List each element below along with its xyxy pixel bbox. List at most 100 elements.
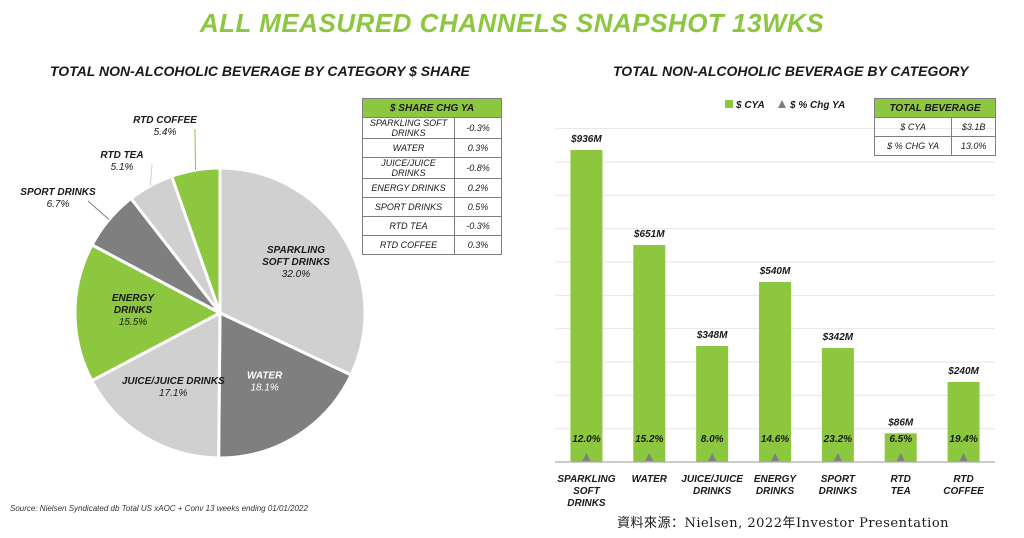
share-table-category: SPARKLING SOFT DRINKS	[362, 117, 455, 139]
total-table-metric: $ CYA	[873, 117, 953, 137]
x-tick-label: DRINKS	[693, 486, 732, 497]
pie-slice-value: 15.5%	[119, 317, 147, 328]
x-tick-label: RTD	[953, 474, 973, 485]
total-table-metric: $ % CHG YA	[873, 136, 953, 156]
x-tick-label: SPARKLING	[557, 474, 615, 485]
share-table-category: RTD TEA	[362, 216, 455, 236]
pct-change-marker	[896, 453, 905, 461]
share-change-table: $ SHARE CHG YA SPARKLING SOFT DRINKS -0.3…	[362, 98, 502, 255]
share-table-row: SPARKLING SOFT DRINKS -0.3%	[362, 117, 502, 139]
x-tick-label: RTD	[891, 474, 911, 485]
pie-slice	[169, 166, 222, 314]
pie-slice-label: WATER	[247, 370, 283, 381]
pie-slice-value: 32.0%	[282, 269, 310, 280]
pie-slice	[89, 310, 222, 460]
x-tick-label: JUICE/JUICE	[681, 474, 743, 485]
pct-change-marker	[833, 453, 842, 461]
pie-chart-title: TOTAL NON-ALCOHOLIC BEVERAGE BY CATEGORY…	[50, 63, 470, 79]
legend-label: $ CYA	[735, 100, 765, 111]
total-table-row: $ CYA $3.1B	[873, 117, 996, 137]
pie-slice-label: SOFT DRINKS	[262, 257, 330, 268]
bar-legend: $ CYA $ % Chg YA	[725, 100, 845, 111]
pie-slice-label: JUICE/JUICE DRINKS	[122, 376, 225, 387]
pie-slice-value: 5.4%	[154, 127, 177, 138]
pie-slice-value: 6.7%	[47, 199, 70, 210]
bar	[821, 348, 854, 462]
x-tick-label: DRINKS	[567, 498, 606, 509]
share-table-header: $ SHARE CHG YA	[362, 98, 502, 118]
pie-slice-label: RTD TEA	[100, 150, 143, 161]
share-table-value: 0.2%	[454, 178, 502, 198]
total-table-value: $3.1B	[951, 117, 996, 137]
x-tick-label: ENERGY	[754, 474, 798, 485]
pie-slice	[218, 166, 367, 377]
pie-leader-line	[149, 163, 153, 186]
legend-square-marker	[725, 100, 733, 108]
share-table-value: 0.3%	[454, 235, 502, 255]
pct-change-marker	[771, 453, 779, 461]
share-table-row: RTD COFFEE 0.3%	[362, 235, 502, 255]
pie-slice-label: SPORT DRINKS	[20, 187, 96, 198]
bar-value-label: $342M	[822, 332, 854, 343]
pie-leader-line	[87, 200, 110, 220]
x-tick-label: SPORT	[821, 474, 856, 485]
share-table-row: WATER 0.3%	[362, 138, 502, 158]
pct-change-marker	[582, 453, 591, 461]
bar-value-label: $348M	[696, 330, 728, 341]
pct-change-marker	[959, 453, 968, 461]
bar-value-label: $86M	[887, 417, 914, 428]
bar	[570, 150, 603, 462]
share-table-row: JUICE/JUICE DRINKS -0.8%	[362, 157, 502, 179]
pct-change-label: 6.5%	[889, 434, 912, 445]
pie-slice	[73, 242, 224, 383]
total-table-value: 13.0%	[951, 136, 996, 156]
legend-triangle-marker	[778, 100, 786, 108]
share-table-value: -0.3%	[454, 117, 502, 139]
share-table-category: ENERGY DRINKS	[362, 178, 455, 198]
pct-change-marker	[708, 453, 717, 461]
pct-change-label: 14.6%	[761, 434, 789, 445]
bar-value-label: $540M	[759, 266, 791, 277]
pct-change-label: 8.0%	[701, 434, 724, 445]
x-tick-label: TEA	[891, 486, 911, 497]
bar-value-label: $240M	[947, 366, 979, 377]
source-note: Source: Nielsen Syndicated db Total US x…	[10, 504, 308, 513]
pie-slice-value: 17.1%	[159, 388, 187, 399]
x-tick-label: DRINKS	[756, 486, 795, 497]
x-tick-label: SOFT	[573, 486, 601, 497]
share-table-value: -0.8%	[454, 157, 502, 179]
legend-label: $ % Chg YA	[789, 100, 845, 111]
pie-slice-label: SPARKLING	[267, 245, 325, 256]
share-table-value: -0.3%	[454, 216, 502, 236]
pie-slice-label: RTD COFFEE	[133, 115, 197, 126]
share-table-row: RTD TEA -0.3%	[362, 216, 502, 236]
total-table-row: $ % CHG YA 13.0%	[873, 136, 996, 156]
pie-slice-label: DRINKS	[114, 305, 153, 316]
total-beverage-table: TOTAL BEVERAGE $ CYA $3.1B $ % CHG YA 13.0%	[873, 98, 996, 156]
share-table-category: RTD COFFEE	[362, 235, 455, 255]
x-tick-label: WATER	[632, 474, 668, 485]
bar	[633, 245, 666, 462]
share-table-category: SPORT DRINKS	[362, 197, 455, 217]
share-table-row: ENERGY DRINKS 0.2%	[362, 178, 502, 198]
pie-slice-value: 18.1%	[250, 382, 278, 393]
x-tick-label: DRINKS	[819, 486, 858, 497]
bar	[696, 346, 729, 462]
bar-value-label: $651M	[633, 229, 665, 240]
main-title: ALL MEASURED CHANNELS SNAPSHOT 13WKS	[199, 8, 825, 38]
share-table-category: WATER	[362, 138, 455, 158]
pct-change-label: 19.4%	[949, 434, 977, 445]
bar-chart: $ CYA $ % Chg YA$936M12.0%SPARKLINGSOFTDR…	[555, 100, 995, 509]
share-table-value: 0.5%	[454, 197, 502, 217]
bar-chart-title: TOTAL NON-ALCOHOLIC BEVERAGE BY CATEGORY	[613, 63, 969, 79]
bar	[947, 382, 980, 462]
total-table-header: TOTAL BEVERAGE	[874, 98, 996, 118]
bar	[759, 282, 791, 462]
share-table-value: 0.3%	[454, 138, 502, 158]
pie-slice-label: ENERGY	[112, 293, 156, 304]
pct-change-label: 12.0%	[572, 434, 600, 445]
pie-slice-value: 5.1%	[111, 162, 134, 173]
pct-change-label: 15.2%	[635, 434, 663, 445]
pct-change-label: 23.2%	[823, 434, 852, 445]
